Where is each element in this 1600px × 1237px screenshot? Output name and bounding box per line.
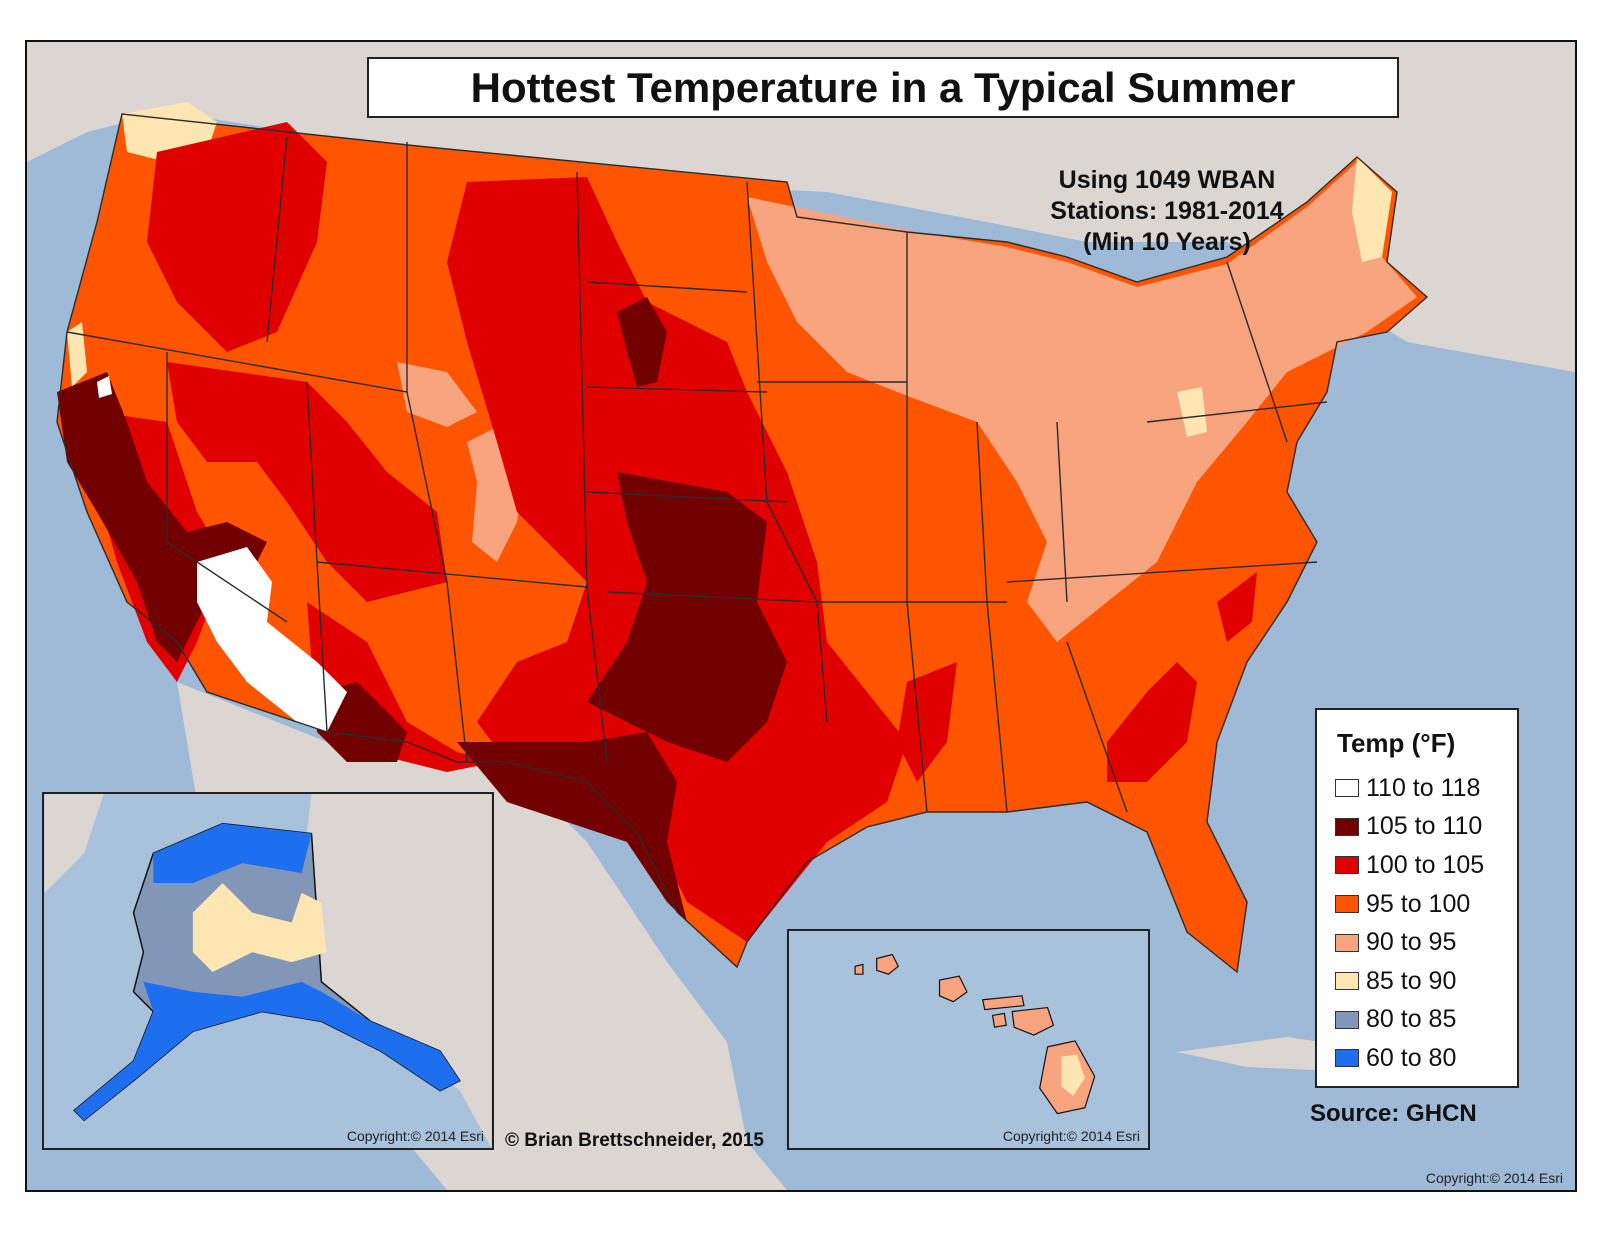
zone-110-118-desert — [197, 547, 347, 732]
legend-swatch — [1335, 895, 1359, 914]
legend-item: 90 to 95 — [1335, 923, 1517, 962]
lanai-island — [991, 1012, 1007, 1028]
alaska-copyright: Copyright:© 2014 Esri — [346, 1128, 484, 1144]
alaska-inset: Copyright:© 2014 Esri — [42, 792, 494, 1150]
kauai-island — [876, 953, 900, 975]
legend-swatch — [1335, 1010, 1359, 1029]
title-box: Hottest Temperature in a Typical Summer — [367, 57, 1399, 118]
alaska-zone-60-80-south — [74, 981, 460, 1121]
main-copyright: Copyright:© 2014 Esri — [1425, 1170, 1563, 1186]
maui-island — [1011, 1006, 1055, 1036]
legend-item: 85 to 90 — [1335, 962, 1517, 1001]
legend-label: 90 to 95 — [1366, 928, 1457, 957]
subtitle-line-2: Stations: 1981-2014 — [1050, 197, 1284, 225]
state-borders — [56, 113, 1429, 974]
author-credit: © Brian Brettschneider, 2015 — [505, 1130, 764, 1151]
alaska-zone-60-80-north — [153, 823, 312, 883]
zone-100-105-mississippi — [897, 662, 957, 782]
zone-100-105-greatbasin — [167, 362, 447, 602]
legend-rows: 110 to 118 105 to 110 100 to 105 95 to 1… — [1335, 769, 1517, 1078]
zone-105-110-sdakota — [617, 297, 667, 387]
legend-label: 85 to 90 — [1366, 966, 1457, 995]
legend-swatch — [1335, 856, 1359, 875]
hawaii-copyright: Copyright:© 2014 Esri — [1002, 1128, 1140, 1144]
alaska-map — [44, 794, 492, 1148]
legend-label: 80 to 85 — [1366, 1005, 1457, 1034]
legend-label: 105 to 110 — [1366, 812, 1483, 841]
big-island-85-90 — [1061, 1054, 1085, 1096]
zone-90-95-wyoming — [397, 362, 477, 427]
legend-swatch — [1335, 972, 1359, 991]
map-title: Hottest Temperature in a Typical Summer — [470, 63, 1296, 111]
hawaii-inset: Copyright:© 2014 Esri — [787, 929, 1150, 1150]
source-credit: Source: GHCN — [1310, 1100, 1477, 1127]
zone-85-90-coast — [67, 322, 87, 387]
legend-item: 95 to 100 — [1335, 885, 1517, 924]
legend-item: 110 to 118 — [1335, 769, 1517, 808]
legend-item: 80 to 85 — [1335, 1001, 1517, 1040]
legend-label: 110 to 118 — [1366, 773, 1481, 802]
map-frame: Hottest Temperature in a Typical Summer … — [25, 40, 1577, 1192]
canada-land — [27, 42, 1575, 372]
zone-85-90-maine — [1352, 157, 1392, 262]
zone-105-110-texas — [457, 732, 687, 922]
subtitle-line-3: (Min 10 Years) — [1083, 228, 1251, 256]
russia-land-inset — [44, 794, 104, 893]
subtitle-line-1: Using 1049 WBAN — [1058, 166, 1276, 194]
zone-85-90-pennsylvania — [1177, 387, 1207, 437]
alaska-zone-85-90 — [192, 882, 327, 972]
zone-110-118-spot — [97, 376, 112, 398]
legend-item: 105 to 110 — [1335, 808, 1517, 847]
subtitle: Using 1049 WBAN Stations: 1981-2014 (Min… — [1017, 165, 1317, 258]
legend-swatch — [1335, 933, 1359, 952]
legend-swatch — [1335, 779, 1359, 798]
oahu-island — [938, 975, 968, 1003]
zone-105-110-central — [587, 472, 787, 762]
zone-100-105-northwest — [147, 122, 327, 352]
hawaii-map — [854, 953, 1096, 1115]
canada-land-inset — [301, 794, 492, 1148]
legend-swatch — [1335, 817, 1359, 836]
legend-swatch — [1335, 1049, 1359, 1068]
zone-90-95-northeast — [747, 162, 1417, 642]
legend-item: 100 to 105 — [1335, 846, 1517, 885]
legend-item: 60 to 80 — [1335, 1039, 1517, 1078]
legend-title: Temp (°F) — [1337, 728, 1456, 758]
legend: Temp (°F) 110 to 118 105 to 110 100 to 1… — [1315, 708, 1519, 1088]
molokai-island — [982, 995, 1025, 1011]
legend-label: 95 to 100 — [1366, 889, 1471, 918]
niihau-island — [854, 963, 864, 975]
legend-label: 60 to 80 — [1366, 1043, 1457, 1072]
zone-100-105-carolina — [1217, 572, 1257, 642]
legend-label: 100 to 105 — [1366, 850, 1485, 879]
zone-100-105-southeast — [1107, 662, 1197, 782]
